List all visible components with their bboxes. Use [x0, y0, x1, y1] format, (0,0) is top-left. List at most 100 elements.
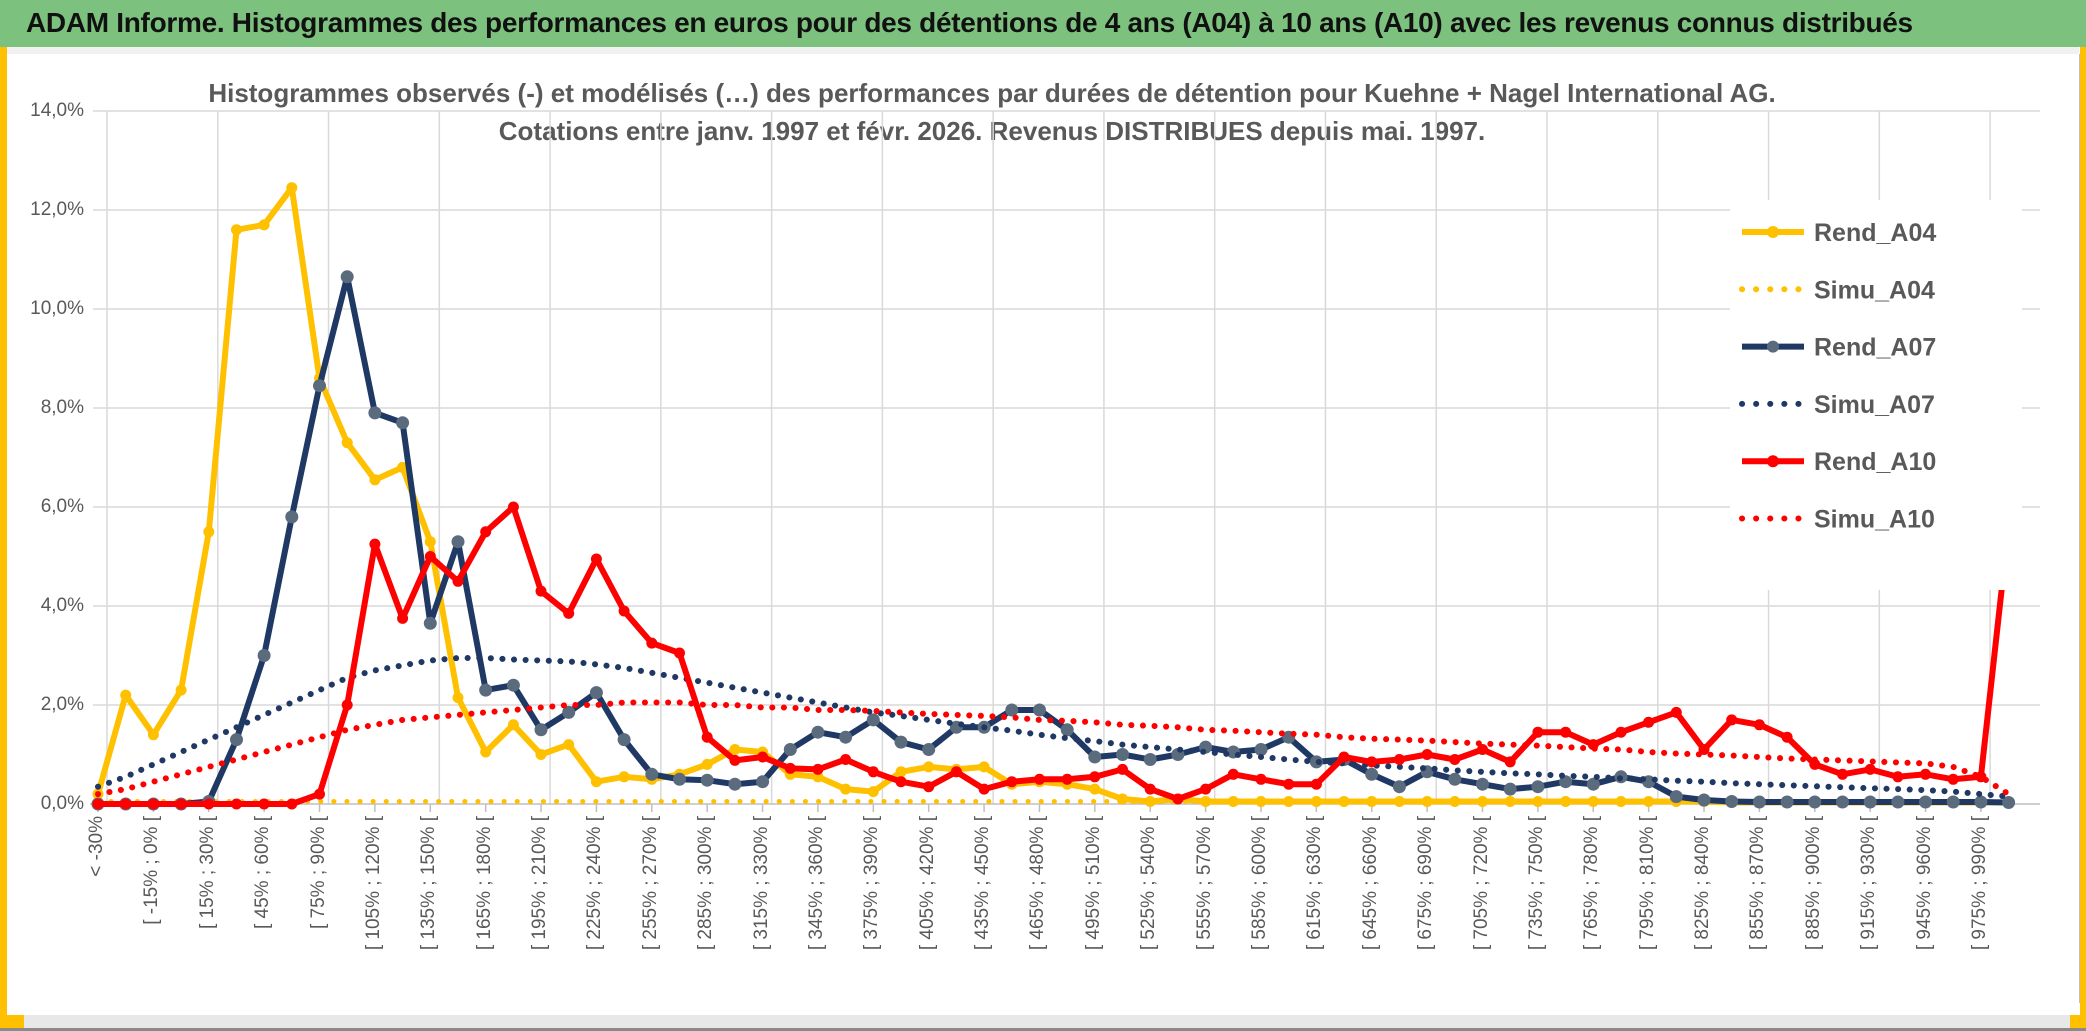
- y-axis-tick-label: 0,0%: [40, 793, 84, 814]
- series-rend-a10-marker: [867, 766, 879, 778]
- series-rend-a10-marker: [757, 751, 769, 763]
- series-rend-a07-marker: [1033, 703, 1046, 717]
- series-simu-a07-line: [95, 655, 2012, 800]
- plot-area: Rend_A04 Simu_A04 Rend_A07 Simu_A07 Rend_A10…: [90, 110, 2040, 812]
- legend-box: [1730, 200, 2022, 590]
- footer-gold-accent-right: [2070, 1015, 2086, 1028]
- series-rend-a07-marker: [645, 767, 659, 781]
- header-divider: [7, 47, 2079, 54]
- series-rend-a07-marker: [783, 743, 797, 756]
- series-rend-a10-marker: [674, 647, 685, 659]
- series-rend-a10-marker: [1338, 751, 1350, 763]
- y-axis-tick-label: 4,0%: [40, 595, 84, 616]
- footer-bar[interactable]: [0, 1015, 2086, 1028]
- series-rend-a10-marker: [92, 798, 104, 810]
- series-rend-a07-marker: [1503, 782, 1517, 796]
- performance-histogram-chart: Histogrammes observés (-) et modélisés (…: [7, 54, 2080, 1003]
- legend-item-simu-a10[interactable]: Simu_A10: [1739, 506, 1935, 534]
- series-rend-a10-marker: [701, 731, 713, 743]
- series-rend-a10-marker: [314, 788, 325, 800]
- series-rend-a10-marker: [1560, 726, 1572, 738]
- series-rend-a10-marker: [1393, 754, 1405, 765]
- series-rend-a04-marker: [258, 219, 270, 231]
- series-rend-a10-marker: [923, 781, 935, 793]
- legend-item-rend-a10[interactable]: Rend_A10: [1742, 448, 1936, 476]
- series-rend-a07-marker: [506, 678, 520, 692]
- series-rend-a10-marker: [784, 762, 796, 774]
- series-rend-a10-marker: [1061, 773, 1073, 785]
- series-rend-a07-marker: [1697, 793, 1711, 807]
- series-rend-a10-marker: [950, 766, 962, 778]
- series-rend-a04-marker: [175, 684, 187, 696]
- series-rend-a04-marker: [1504, 796, 1516, 807]
- legend-label: Rend_A10: [1814, 448, 1936, 476]
- series-rend-a10-marker: [1310, 778, 1322, 790]
- series-rend-a07-marker: [922, 743, 936, 756]
- report-header-bar: ADAM Informe. Histogrammes des performan…: [0, 0, 2086, 47]
- series-rend-a07-marker: [1005, 703, 1019, 717]
- legend-label: Rend_A07: [1814, 334, 1936, 362]
- y-axis-tick-label: 10,0%: [30, 298, 84, 319]
- series-rend-a07-marker: [811, 725, 825, 739]
- gold-edge-left: [0, 47, 7, 1015]
- series-rend-a04-marker: [1421, 796, 1433, 807]
- series-rend-a04-marker: [1144, 796, 1156, 807]
- series-rend-a07-marker: [1669, 790, 1683, 804]
- series-rend-a07-marker: [1752, 795, 1766, 809]
- series-rend-a04-marker: [978, 761, 990, 773]
- series-rend-a10-marker: [1504, 756, 1516, 768]
- series-rend-a04-marker: [895, 766, 907, 778]
- y-axis-tick-label: 2,0%: [40, 694, 84, 715]
- series-rend-a07-marker: [1116, 748, 1129, 761]
- series-rend-a04-marker: [369, 474, 381, 486]
- series-rend-a04-marker: [424, 536, 436, 548]
- series-rend-a04-marker: [867, 786, 879, 798]
- page-bottom-edge: [0, 1028, 2086, 1031]
- series-rend-a07-marker: [451, 535, 465, 549]
- series-rend-a07-marker: [340, 270, 354, 284]
- series-rend-a10-marker: [1698, 744, 1710, 755]
- series-rend-a07-marker: [700, 773, 714, 787]
- series-rend-a07-marker: [1531, 780, 1545, 794]
- series-rend-a10-marker: [1006, 776, 1018, 788]
- series-rend-a10-marker: [1283, 778, 1295, 790]
- series-rend-a07-marker: [1254, 743, 1268, 756]
- series-rend-a07-marker: [2002, 796, 2016, 809]
- series-rend-a04-marker: [1227, 796, 1239, 807]
- series-rend-a07-marker: [589, 686, 603, 700]
- series-rend-a04-marker: [618, 771, 630, 783]
- series-rend-a10-marker: [895, 776, 907, 788]
- series-rend-a10-marker: [397, 612, 409, 624]
- series-rend-a04-marker: [507, 719, 519, 731]
- series-rend-a10-marker: [1034, 773, 1045, 785]
- series-rend-a04-marker: [923, 761, 935, 773]
- series-rend-a04-marker: [231, 224, 242, 236]
- series-rend-a07-marker: [756, 775, 770, 789]
- series-rend-a10-marker: [1920, 768, 1931, 780]
- series-rend-a07-marker: [894, 735, 908, 749]
- series-rend-a10-marker: [978, 783, 990, 795]
- gold-edge-right: [2080, 47, 2086, 1015]
- series-rend-a10-marker: [1781, 731, 1793, 743]
- legend-item-simu-a07[interactable]: Simu_A07: [1739, 391, 1935, 419]
- series-rend-a07-marker: [866, 713, 880, 727]
- series-rend-a10-marker: [1227, 768, 1239, 780]
- series-rend-a10-marker: [231, 798, 242, 810]
- series-rend-a04-marker: [590, 776, 602, 788]
- series-rend-a10-marker: [1670, 706, 1682, 718]
- series-rend-a07-marker: [423, 616, 437, 630]
- series-rend-a07-marker: [1476, 777, 1489, 791]
- legend-item-rend-a07[interactable]: Rend_A07: [1742, 334, 1936, 362]
- series-rend-a10-marker: [1643, 716, 1655, 728]
- series-rend-a10-marker: [1947, 773, 1959, 785]
- series-rend-a10-marker: [1089, 771, 1101, 783]
- series-rend-a10-marker: [203, 798, 215, 810]
- series-rend-a04-marker: [840, 783, 852, 795]
- footer-gold-accent-left: [0, 1015, 24, 1028]
- legend-item-simu-a04[interactable]: Simu_A04: [1739, 276, 1935, 304]
- series-rend-a10-marker: [452, 575, 464, 587]
- legend-label: Rend_A04: [1814, 219, 1936, 247]
- series-rend-a04-marker: [1449, 796, 1461, 807]
- legend-item-rend-a04[interactable]: Rend_A04: [1742, 219, 1936, 247]
- report-title: ADAM Informe. Histogrammes des performan…: [26, 7, 1913, 38]
